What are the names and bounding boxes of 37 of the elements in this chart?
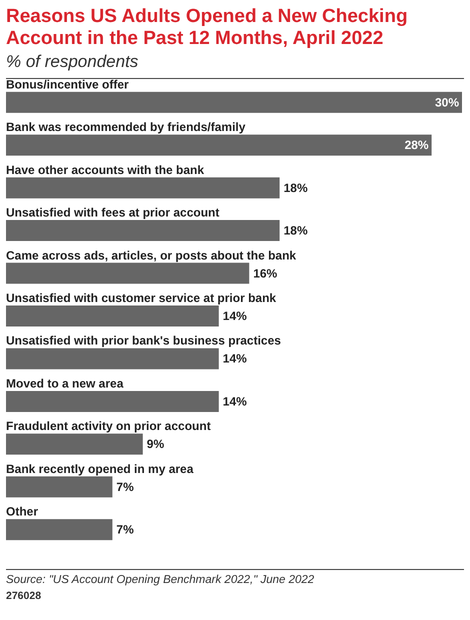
y-tick-label: Bank was recommended by friends/family [6, 120, 246, 134]
text: 276028 [6, 590, 42, 602]
bar [6, 519, 112, 540]
bar [6, 348, 219, 370]
bar [6, 134, 432, 156]
data-label: 14% [222, 352, 248, 366]
bar [6, 306, 219, 326]
data-label: 18% [284, 180, 308, 195]
bar [6, 92, 462, 113]
y-tick-label: Came across ads, articles, or posts about the bank [6, 248, 296, 262]
bar [6, 220, 280, 242]
bar [6, 434, 143, 455]
bar [6, 177, 280, 198]
bar [6, 390, 219, 412]
bar [6, 262, 250, 284]
data-label: 7% [116, 480, 134, 494]
y-tick-label: Bonus/incentive offer [6, 77, 130, 92]
chart-title: Reasons US Adults Opened a New Checking Account in the Past 12 Months, April 2022 [6, 6, 409, 50]
y-tick-label: Other [6, 504, 38, 519]
chart-subtitle: % of respondents [6, 52, 464, 79]
y-tick-label: Bank recently opened in my area [6, 462, 194, 476]
bar [6, 476, 112, 498]
data-label: 9% [146, 437, 164, 452]
data-label: 14% [222, 394, 248, 408]
data-label: 30% [434, 95, 460, 110]
y-tick-label: Moved to a new area [6, 376, 124, 390]
data-label: 7% [116, 522, 134, 537]
y-tick-label: Have other accounts with the bank [6, 162, 204, 177]
data-label: 14% [222, 309, 248, 323]
y-tick-label: Unsatisfied with prior bank's business practices [6, 334, 282, 348]
source-note: Source: "US Account Opening Benchmark 2022," June 2022 [6, 569, 464, 586]
y-tick-label: Fraudulent activity on prior account [6, 419, 211, 434]
data-label: 28% [404, 138, 429, 152]
data-label: 16% [253, 266, 278, 280]
y-tick-label: Unsatisfied with fees at prior account [6, 206, 220, 220]
data-label: 18% [284, 224, 308, 238]
y-tick-label: Unsatisfied with customer service at prior bank [6, 291, 276, 305]
